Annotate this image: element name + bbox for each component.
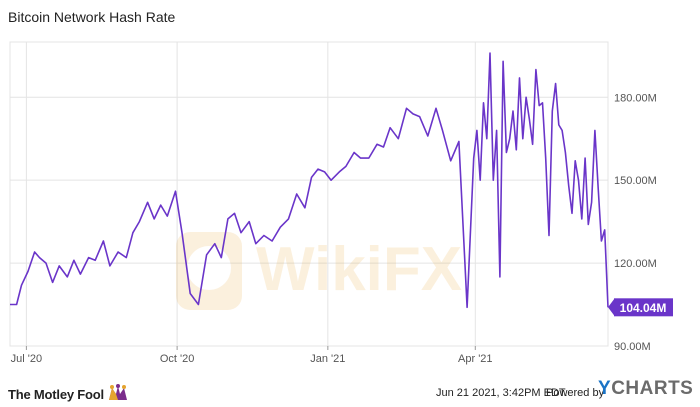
series-line [10,52,609,309]
y-tick-label: 120.00M [614,258,657,270]
last-value-label: 104.04M [620,301,667,315]
x-tick-label: Oct '20 [160,353,195,365]
x-tick-label: Jan '21 [310,353,345,365]
watermark-emblem [176,232,242,310]
ycharts-y-glyph: Y [598,378,612,399]
series-line-layer [10,52,609,309]
chart-area: WikiFX 90.00M 120.00M 150.00M 180.00M Jul '2… [9,41,673,365]
brand-name: The Motley Fool [8,387,104,402]
powered-by-label: Powered by [546,387,605,399]
x-tick-label: Apr '21 [458,353,493,365]
watermark-emblem-circle [187,246,231,290]
chart-title: Bitcoin Network Hash Rate [8,9,176,25]
x-tick-label: Jul '20 [11,353,42,365]
footer: The Motley Fool Jun 21 2021, 3:42PM EDT.… [0,374,700,407]
y-tick-label: 150.00M [614,175,657,187]
jester-hat-icon [107,384,129,405]
last-value-layer: 104.04M [608,298,673,317]
timestamp: Jun 21 2021, 3:42PM EDT. [436,387,568,399]
brand-logo[interactable]: The Motley Fool [8,384,129,405]
watermark-text: WikiFX [256,235,462,304]
ycharts-logo[interactable]: YCHARTS [598,378,693,400]
ycharts-wordmark: CHARTS [611,378,694,399]
y-tick-label: 180.00M [614,92,657,104]
y-tick-label: 90.00M [614,341,651,353]
watermark: WikiFX [176,232,462,310]
last-value-pointer [608,299,614,316]
last-value-badge [614,298,673,317]
axis-layer: 90.00M 120.00M 150.00M 180.00M Jul '20 Oct '2… [11,92,657,365]
